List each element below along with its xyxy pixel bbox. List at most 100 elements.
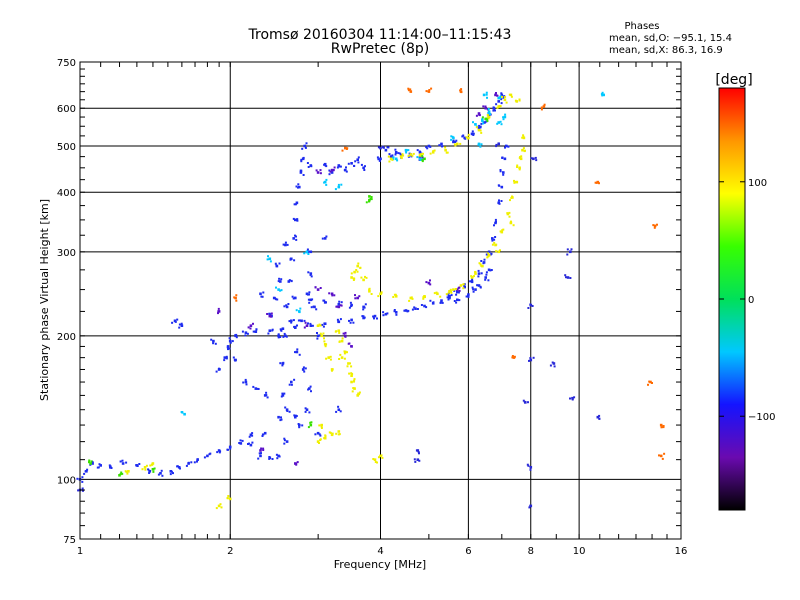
data-point	[497, 184, 500, 187]
data-point	[293, 378, 296, 381]
data-point	[298, 311, 301, 314]
data-point	[530, 157, 533, 160]
data-point	[551, 361, 554, 364]
data-point	[481, 117, 484, 120]
data-point	[121, 472, 124, 475]
data-point	[268, 456, 271, 458]
data-point	[280, 329, 283, 332]
data-point	[265, 391, 268, 394]
data-point	[302, 366, 305, 369]
data-point	[459, 89, 462, 92]
data-point	[169, 473, 172, 476]
data-point	[319, 334, 322, 337]
data-point	[656, 223, 658, 226]
data-point	[477, 269, 480, 272]
data-point	[294, 218, 297, 222]
data-point	[458, 286, 461, 289]
data-point	[248, 442, 250, 445]
data-point	[171, 321, 174, 324]
data-point	[460, 88, 463, 91]
data-point	[328, 292, 331, 295]
data-point	[501, 95, 504, 98]
data-point	[283, 392, 286, 395]
data-point	[481, 119, 484, 122]
data-point	[389, 157, 393, 161]
y-tick-label: 750	[57, 58, 76, 69]
data-point	[309, 322, 312, 325]
data-point	[173, 319, 177, 323]
data-point	[196, 460, 198, 463]
data-point	[321, 237, 324, 240]
y-tick-label: 600	[57, 104, 76, 115]
data-point	[329, 355, 332, 358]
data-point	[246, 332, 249, 335]
data-point	[439, 295, 442, 298]
data-point	[247, 326, 250, 329]
data-point	[363, 316, 366, 319]
data-point	[368, 290, 371, 293]
data-point	[417, 451, 420, 454]
data-point	[358, 393, 361, 396]
data-point	[340, 183, 343, 186]
x-axis-label: Frequency [MHz]	[334, 558, 426, 571]
data-point	[438, 144, 441, 147]
data-point	[319, 439, 322, 441]
data-point	[296, 324, 298, 327]
data-point	[361, 315, 364, 318]
data-point	[350, 276, 353, 279]
data-point	[330, 292, 334, 296]
data-point	[522, 147, 525, 150]
x-tick-label: 8	[528, 546, 534, 557]
data-point	[258, 452, 261, 455]
data-point	[295, 238, 298, 241]
data-point	[387, 155, 390, 158]
data-point	[462, 287, 465, 290]
data-point	[281, 364, 284, 367]
data-point	[477, 143, 480, 146]
data-point	[376, 156, 379, 159]
data-point	[178, 323, 181, 326]
data-point	[307, 426, 310, 429]
data-point	[251, 441, 254, 444]
data-point	[595, 181, 598, 184]
data-point	[279, 362, 282, 365]
data-point	[454, 288, 457, 290]
data-point	[321, 323, 324, 326]
data-point	[363, 306, 366, 309]
data-point	[294, 415, 297, 419]
data-point	[323, 299, 326, 302]
data-point	[217, 504, 221, 508]
data-point	[484, 106, 487, 110]
data-point	[337, 405, 340, 408]
data-point	[467, 293, 470, 296]
data-point	[368, 200, 371, 203]
data-point	[268, 329, 272, 332]
data-point	[472, 288, 475, 291]
data-point	[456, 142, 459, 146]
data-point	[330, 433, 334, 437]
data-point	[120, 471, 123, 474]
data-point	[332, 169, 335, 172]
data-point	[362, 305, 365, 309]
data-point	[203, 456, 206, 459]
data-point	[352, 277, 355, 280]
data-point	[510, 196, 513, 199]
data-point	[350, 345, 353, 348]
data-point	[382, 314, 385, 317]
data-point	[320, 334, 323, 338]
data-point	[279, 280, 282, 283]
data-point	[532, 157, 535, 161]
data-point	[411, 297, 414, 300]
data-point	[511, 195, 513, 198]
data-point	[484, 105, 487, 108]
colorbar-tick-label: 0	[748, 295, 754, 306]
data-point	[380, 454, 383, 457]
data-point	[482, 93, 486, 97]
data-point	[275, 453, 278, 456]
data-point	[399, 152, 402, 155]
data-point	[540, 106, 543, 109]
data-point	[334, 188, 337, 191]
data-point	[90, 460, 93, 463]
data-point	[399, 155, 403, 158]
data-point	[529, 504, 532, 507]
